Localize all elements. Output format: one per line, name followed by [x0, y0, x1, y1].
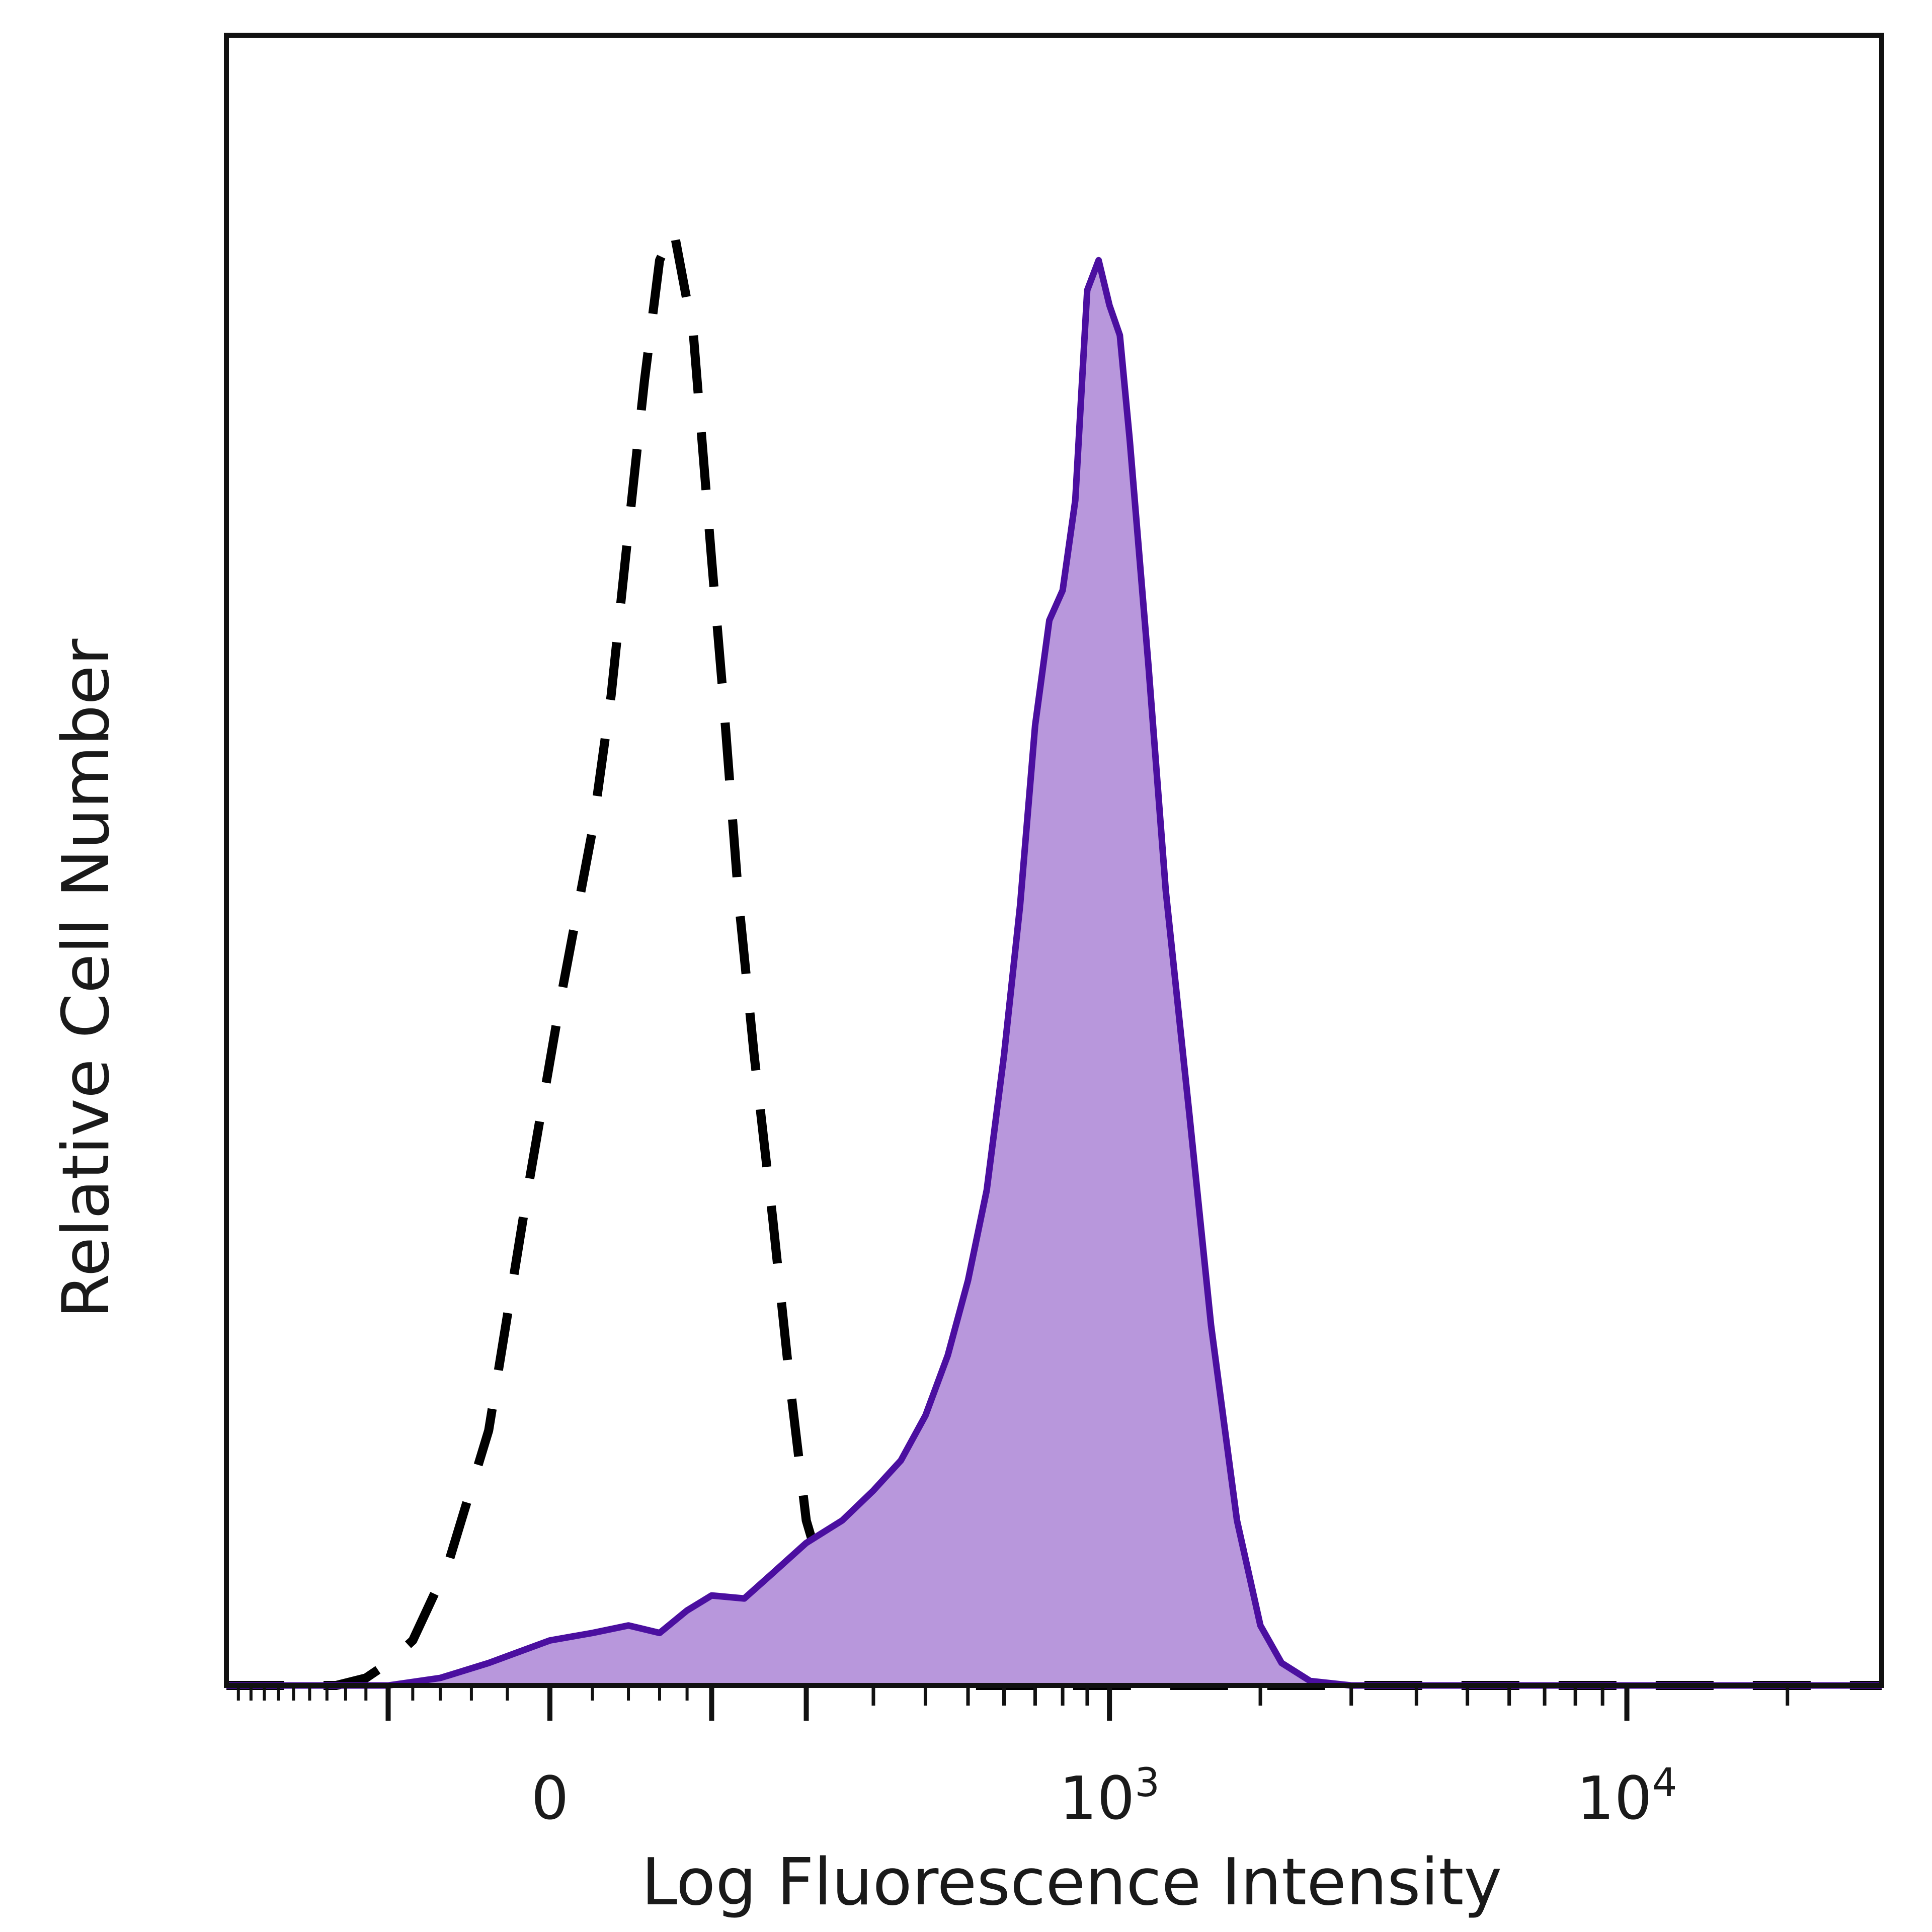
x-axis-ticks	[236, 1685, 1790, 1721]
y-axis-title: Relative Cell Number	[49, 638, 124, 1318]
series-1-line	[226, 257, 1882, 1689]
series-1-fill	[226, 260, 1882, 1685]
x-axis-tick-labels: 0 103 104	[531, 1760, 1677, 1833]
x-axis-title: Log Fluorescence Intensity	[641, 1845, 1502, 1920]
series-layer	[226, 225, 1882, 1690]
x-tick-label: 0	[531, 1763, 569, 1833]
x-tick-label: 104	[1577, 1760, 1677, 1833]
x-tick-label: 103	[1059, 1760, 1160, 1833]
plot-frame	[224, 33, 1884, 1688]
